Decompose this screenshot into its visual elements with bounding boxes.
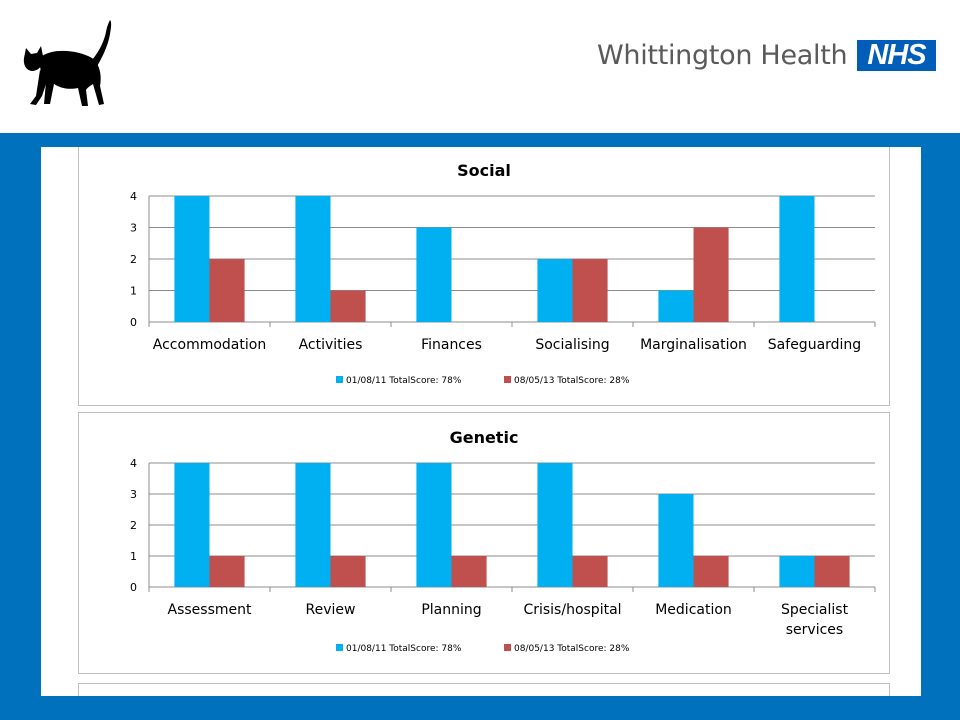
- bar: [572, 556, 608, 587]
- x-tick-label: Specialist services: [781, 602, 849, 638]
- bar: [814, 556, 850, 587]
- bar: [658, 290, 694, 322]
- chart-title: Genetic: [450, 428, 519, 447]
- bar: [330, 556, 366, 587]
- legend-label: 08/05/13 TotalScore: 28%: [514, 376, 630, 386]
- bar: [693, 556, 729, 587]
- x-tick-label: Planning: [421, 602, 481, 618]
- next-chart-frame: [78, 683, 890, 696]
- y-tick-label: 4: [130, 190, 137, 203]
- bar: [537, 463, 573, 587]
- legend-label: 01/08/11 TotalScore: 78%: [346, 644, 462, 654]
- y-tick-label: 2: [130, 519, 137, 532]
- bar: [658, 494, 694, 587]
- genetic-chart: Genetic 0 1 2 3 4 Assessment Review Planning Cris…: [78, 412, 890, 674]
- x-tick-label: Activities: [299, 337, 363, 353]
- nhs-logo: NHS: [857, 40, 936, 71]
- bar: [693, 227, 729, 322]
- legend-swatch: [336, 644, 343, 651]
- brand-name: Whittington Health: [597, 40, 848, 71]
- x-tick-label: Finances: [421, 337, 482, 353]
- bar: [295, 463, 331, 587]
- bar: [295, 196, 331, 322]
- legend-label: 01/08/11 TotalScore: 78%: [346, 376, 462, 386]
- slide-header: Whittington Health NHS: [0, 0, 960, 133]
- social-chart-svg: Social 0 1 2 3 4 Accommodation Activities Financ…: [130, 161, 876, 386]
- bar: [174, 196, 210, 322]
- bar: [416, 463, 452, 587]
- black-cat-icon: [23, 20, 112, 106]
- x-tick-label: Socialising: [535, 337, 609, 353]
- legend-swatch: [504, 644, 511, 651]
- x-tick-label: Crisis/hospital: [523, 602, 621, 618]
- bar: [330, 290, 366, 322]
- bar: [572, 259, 608, 322]
- x-tick-label: Marginalisation: [640, 337, 747, 353]
- x-tick-label: Safeguarding: [768, 337, 861, 353]
- bar: [209, 259, 245, 322]
- x-tick-label: Assessment: [168, 602, 252, 618]
- x-tick-label: Medication: [655, 602, 732, 618]
- x-tick-label: Review: [306, 602, 356, 618]
- bar: [451, 556, 487, 587]
- bar: [174, 463, 210, 587]
- x-tick-label: Accommodation: [153, 337, 266, 353]
- bar: [779, 556, 815, 587]
- bar: [209, 556, 245, 587]
- y-tick-label: 0: [130, 581, 137, 594]
- y-tick-label: 0: [130, 316, 137, 329]
- bar: [779, 196, 815, 322]
- legend-swatch: [504, 376, 511, 383]
- legend-label: 08/05/13 TotalScore: 28%: [514, 644, 630, 654]
- y-tick-label: 1: [130, 285, 137, 298]
- y-tick-label: 1: [130, 550, 137, 563]
- y-tick-label: 4: [130, 457, 137, 470]
- y-tick-label: 3: [130, 222, 137, 235]
- bar: [537, 259, 573, 322]
- content-panel: Social 0 1 2 3 4 Accommodation Activities Financ…: [41, 147, 921, 696]
- genetic-chart-svg: Genetic 0 1 2 3 4 Assessment Review Planning Cris…: [130, 428, 876, 654]
- legend-swatch: [336, 376, 343, 383]
- y-tick-label: 2: [130, 253, 137, 266]
- bar: [416, 227, 452, 322]
- social-chart: Social 0 1 2 3 4 Accommodation Activities Financ…: [78, 147, 890, 406]
- y-tick-label: 3: [130, 488, 137, 501]
- chart-title: Social: [457, 161, 511, 180]
